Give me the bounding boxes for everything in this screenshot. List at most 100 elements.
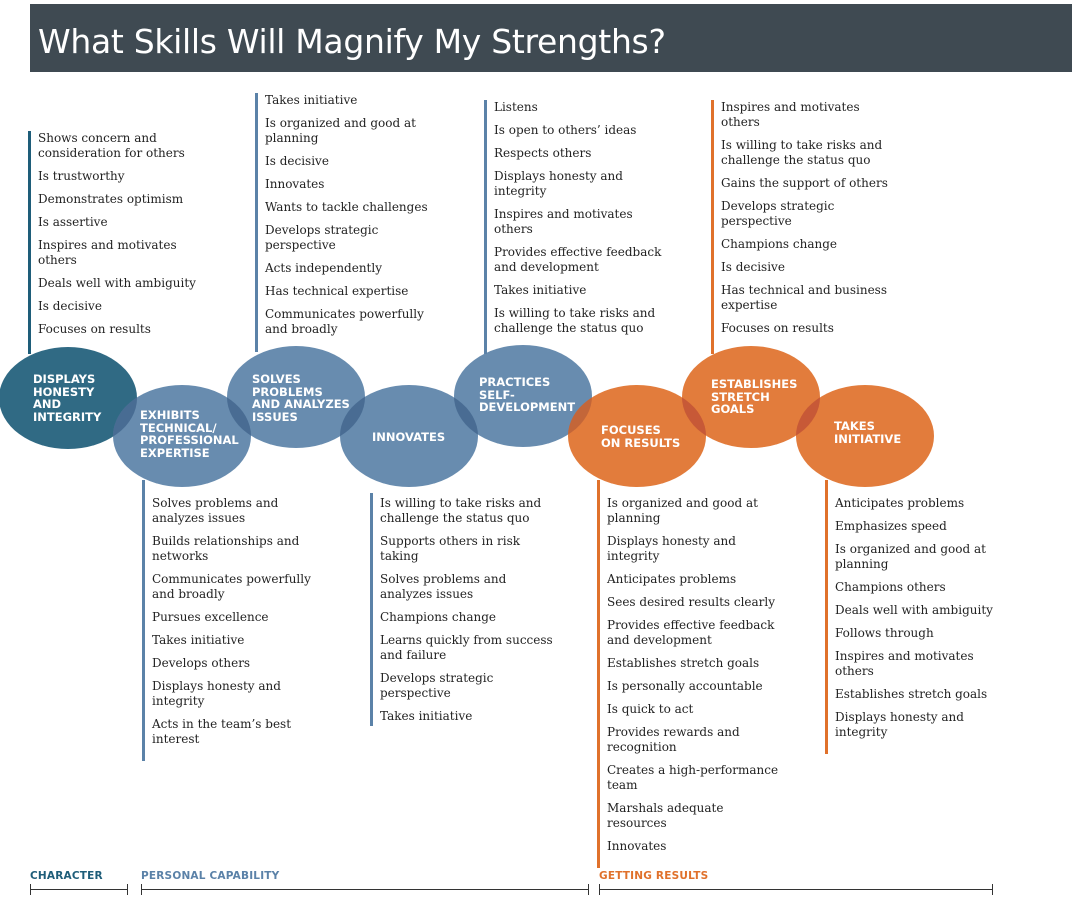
skill-item: Is assertive: [38, 215, 108, 229]
circle-label-line: PROBLEMS: [252, 384, 323, 399]
circle-label: TAKES INITIATIVE: [834, 420, 901, 445]
page-title: What Skills Will Magnify My Strengths?: [38, 22, 666, 61]
skill-item: Is decisive: [38, 299, 102, 313]
skill-item: Takes initiative: [265, 93, 358, 107]
honesty-skill-list: Shows concern and consideration for othe…: [28, 131, 213, 354]
circle-label-line: EXHIBITS: [140, 408, 200, 422]
skill-item: Communicates powerfully and broadly: [265, 307, 424, 336]
strength-circle: [340, 385, 478, 487]
technical-skill-list: Solves problems and analyzes issues Build…: [142, 480, 327, 761]
skill-item: Inspires and motivates others: [835, 649, 974, 678]
circle-label-line: ESTABLISHES: [711, 377, 798, 391]
skill-item: Solves problems and analyzes issues: [152, 496, 279, 525]
skill-item: Takes initiative: [494, 283, 587, 297]
strength-circle: [0, 347, 137, 449]
circle-label: PRACTICES SELF- DEVELOPMENT: [479, 376, 575, 414]
circle-label-line: ON RESULTS: [601, 435, 681, 450]
circle-label-line: GOALS: [711, 402, 755, 416]
skill-item: Anticipates problems: [835, 496, 965, 510]
circle-label-line: PRACTICES: [479, 375, 551, 389]
circle-label-line: STRETCH: [711, 389, 770, 404]
skill-item: Deals well with ambiguity: [38, 276, 196, 290]
skill-item: Acts independently: [265, 261, 382, 275]
skill-item: Learns quickly from success and failure: [380, 633, 553, 662]
skill-item: Is quick to act: [607, 702, 694, 716]
skill-item: Inspires and motivates others: [721, 100, 860, 129]
skill-item: Wants to tackle challenges: [265, 200, 428, 214]
strength-circle: [227, 346, 365, 448]
strength-circle: [568, 385, 706, 487]
focuses-skill-list: Is organized and good at planning Display…: [597, 480, 782, 868]
practices-skill-list: Listens Is open to others’ ideas Respects …: [484, 100, 669, 354]
skill-item: Is organized and good at planning: [265, 116, 416, 145]
skill-item: Inspires and motivates others: [494, 207, 633, 236]
skill-item: Communicates powerfully and broadly: [152, 572, 311, 601]
strength-circle: [796, 385, 934, 487]
circle-label-line: DISPLAYS: [33, 372, 96, 386]
skill-item: Is organized and good at planning: [835, 542, 986, 571]
skill-item: Builds relationships and networks: [152, 534, 300, 563]
skill-item: Champions change: [721, 237, 838, 251]
skill-item: Gains the support of others: [721, 176, 888, 190]
circle-label-line: FOCUSES: [601, 423, 661, 437]
skill-item: Innovates: [607, 839, 667, 853]
skill-item: Displays honesty and integrity: [607, 534, 736, 563]
skill-item: Develops strategic perspective: [265, 223, 379, 252]
skill-item: Focuses on results: [721, 321, 834, 335]
circle-label-line: EXPERTISE: [140, 445, 210, 460]
character-bracket: [30, 884, 128, 895]
personal-capability-bracket: [141, 884, 589, 895]
skill-item: Is willing to take risks and challenge t…: [494, 306, 656, 335]
skill-item: Sees desired results clearly: [607, 595, 776, 609]
circle-label-line: SELF-: [479, 387, 515, 402]
skill-item: Develops strategic perspective: [380, 671, 494, 700]
skill-item: Displays honesty and integrity: [494, 169, 623, 198]
skill-item: Displays honesty and integrity: [152, 679, 281, 708]
circle-label: FOCUSES ON RESULTS: [601, 424, 680, 449]
skill-item: Creates a high-performance team: [607, 763, 779, 792]
skill-item: Inspires and motivates others: [38, 238, 177, 267]
skill-item: Establishes stretch goals: [607, 656, 760, 670]
circle-label-line: INITIATIVE: [834, 431, 902, 446]
circle-label-line: AND: [33, 397, 62, 411]
skill-item: Is decisive: [265, 154, 329, 168]
skill-item: Has technical and business expertise: [721, 283, 887, 312]
skill-item: Marshals adequate resources: [607, 801, 724, 830]
skill-item: Solves problems and analyzes issues: [380, 572, 507, 601]
skill-item: Establishes stretch goals: [835, 687, 988, 701]
skill-item: Champions others: [835, 580, 946, 594]
solves-skill-list: Takes initiative Is organized and good at…: [255, 93, 440, 352]
category-personal-capability-label: PERSONAL CAPABILITY: [141, 870, 280, 882]
skill-item: Respects others: [494, 146, 592, 160]
circle-label-line: ISSUES: [252, 409, 298, 424]
skill-item: Takes initiative: [152, 633, 245, 647]
strength-circle: [454, 345, 592, 447]
skill-item: Is trustworthy: [38, 169, 125, 183]
circle-label-line: TAKES: [834, 419, 875, 433]
skill-item: Listens: [494, 100, 538, 114]
skill-item: Takes initiative: [380, 709, 473, 723]
category-getting-results-label: GETTING RESULTS: [599, 870, 709, 882]
skill-item: Pursues excellence: [152, 610, 269, 624]
skill-item: Is open to others’ ideas: [494, 123, 637, 137]
takes-skill-list: Anticipates problems Emphasizes speed Is o…: [825, 480, 1010, 754]
skill-item: Is willing to take risks and challenge t…: [380, 496, 542, 525]
skill-item: Shows concern and consideration for othe…: [38, 131, 185, 160]
circle-label: EXHIBITS TECHNICAL/PROFESSIONAL EXPERTISE: [140, 409, 239, 459]
skill-item: Develops strategic perspective: [721, 199, 835, 228]
circle-label-line: PROFESSIONAL: [140, 433, 239, 447]
skill-item: Anticipates problems: [607, 572, 737, 586]
category-character-label: CHARACTER: [30, 870, 103, 882]
circle-label-line: DEVELOPMENT: [479, 400, 576, 414]
innovates-skill-list: Is willing to take risks and challenge t…: [370, 493, 555, 726]
skill-item: Acts in the team’s best interest: [152, 717, 292, 746]
getting-results-bracket: [599, 884, 993, 895]
circle-label-line: TECHNICAL/: [140, 420, 217, 435]
skill-item: Follows through: [835, 626, 934, 640]
circle-label: SOLVES PROBLEMS AND ANALYZES ISSUES: [252, 373, 350, 423]
circle-label-line: INTEGRITY: [33, 409, 102, 424]
skill-item: Is organized and good at planning: [607, 496, 758, 525]
skill-item: Supports others in risk taking: [380, 534, 521, 563]
circle-label: ESTABLISHES STRETCH GOALS: [711, 378, 797, 416]
